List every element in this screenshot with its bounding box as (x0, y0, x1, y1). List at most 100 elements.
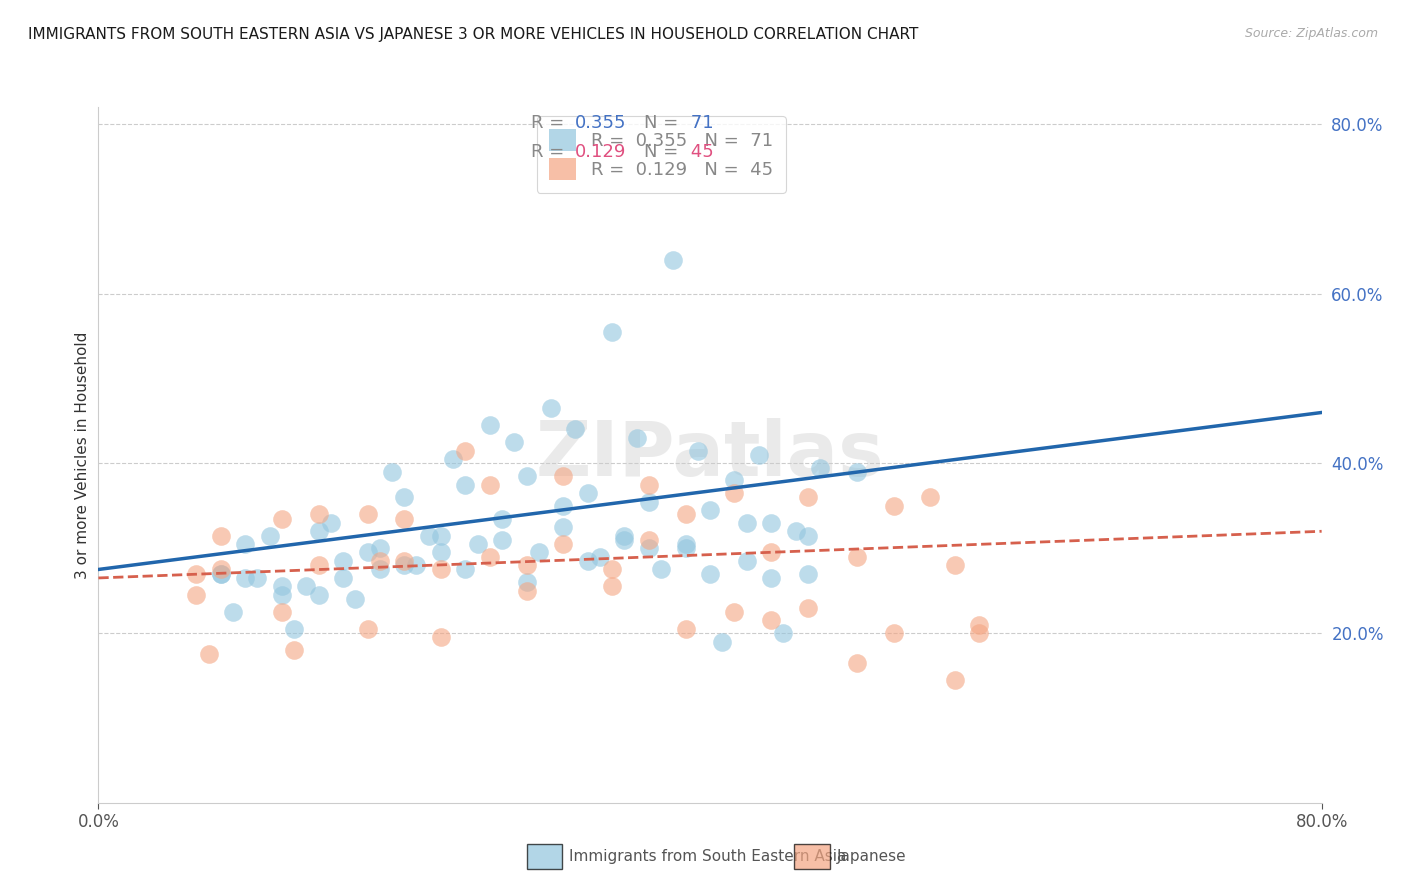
Point (943, 673, 966, 687)
Point (308, 524, 330, 539)
Point (259, 528, 281, 542)
Point (711, 634, 734, 648)
Point (748, 448, 770, 462)
Point (553, 469, 575, 483)
Point (478, 477, 501, 491)
Point (381, 465, 404, 479)
Point (516, 583, 538, 598)
Point (761, 571, 783, 585)
Point (943, 558, 966, 573)
Text: IMMIGRANTS FROM SOUTH EASTERN ASIA VS JAPANESE 3 OR MORE VEHICLES IN HOUSEHOLD C: IMMIGRANTS FROM SOUTH EASTERN ASIA VS JA… (28, 27, 918, 42)
Point (883, 499, 905, 513)
Point (527, 545, 550, 559)
Point (576, 554, 599, 568)
Point (344, 592, 367, 607)
Point (553, 499, 575, 513)
Point (662, 252, 685, 267)
Point (430, 562, 453, 576)
Point (283, 643, 305, 657)
Point (209, 562, 232, 576)
Point (356, 508, 378, 522)
Point (797, 528, 820, 542)
Point (332, 554, 354, 568)
Point (270, 579, 294, 593)
Point (967, 626, 990, 640)
Point (675, 508, 697, 522)
Point (845, 656, 868, 670)
Point (564, 422, 586, 436)
Point (516, 558, 538, 573)
Point (638, 494, 661, 508)
Point (516, 469, 538, 483)
Point (222, 605, 245, 619)
Point (650, 562, 672, 576)
Point (270, 511, 294, 525)
Text: R =: R = (531, 143, 571, 161)
Point (418, 528, 440, 542)
Point (430, 545, 453, 559)
Point (723, 605, 745, 619)
Text: Source: ZipAtlas.com: Source: ZipAtlas.com (1244, 27, 1378, 40)
Point (186, 566, 208, 581)
Point (761, 613, 783, 627)
Point (454, 477, 477, 491)
Point (589, 549, 612, 564)
Point (699, 566, 721, 581)
Point (883, 626, 905, 640)
Point (600, 562, 623, 576)
Point (797, 491, 820, 505)
Point (785, 524, 807, 539)
Point (283, 622, 305, 636)
Point (270, 605, 294, 619)
Point (392, 511, 416, 525)
Point (467, 537, 489, 551)
Point (233, 537, 256, 551)
Text: N =: N = (644, 143, 683, 161)
Point (553, 537, 575, 551)
Point (772, 626, 794, 640)
Point (246, 571, 269, 585)
Point (761, 545, 783, 559)
Point (808, 460, 831, 475)
Point (491, 533, 513, 547)
Point (319, 516, 342, 530)
Point (441, 452, 464, 467)
Point (613, 533, 636, 547)
Point (233, 571, 256, 585)
Point (626, 431, 648, 445)
Point (638, 477, 661, 491)
Point (491, 511, 513, 525)
Point (845, 465, 868, 479)
Point (638, 533, 661, 547)
Text: 0.355: 0.355 (575, 114, 627, 132)
Point (920, 491, 942, 505)
Point (540, 401, 562, 416)
Text: Immigrants from South Eastern Asia: Immigrants from South Eastern Asia (569, 849, 846, 863)
Point (392, 558, 416, 573)
Text: 0.129: 0.129 (575, 143, 627, 161)
Point (478, 549, 501, 564)
Point (308, 588, 330, 602)
Point (675, 537, 697, 551)
Point (516, 575, 538, 590)
Point (392, 491, 416, 505)
Point (332, 571, 354, 585)
Point (308, 508, 330, 522)
Point (270, 588, 294, 602)
Point (638, 541, 661, 556)
Legend: R =  0.355   N =  71, R =  0.129   N =  45: R = 0.355 N = 71, R = 0.129 N = 45 (537, 116, 786, 193)
Point (308, 558, 330, 573)
Point (576, 486, 599, 500)
Point (675, 622, 697, 636)
Y-axis label: 3 or more Vehicles in Household: 3 or more Vehicles in Household (75, 331, 90, 579)
Point (613, 528, 636, 542)
Point (761, 516, 783, 530)
Point (723, 474, 745, 488)
Text: N =: N = (644, 114, 683, 132)
Text: 45: 45 (685, 143, 713, 161)
Point (197, 648, 219, 662)
Point (295, 579, 318, 593)
Point (209, 528, 232, 542)
Point (503, 435, 526, 450)
Point (368, 562, 391, 576)
